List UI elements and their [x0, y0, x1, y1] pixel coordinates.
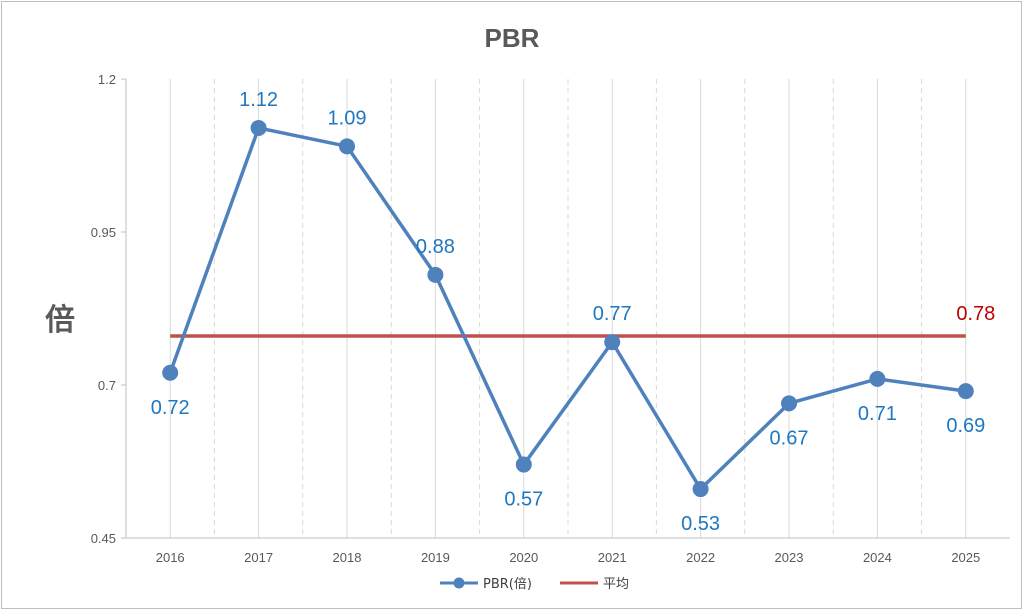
legend: PBR(倍) 平均 — [440, 577, 629, 592]
data-label: 0.69 — [946, 415, 985, 437]
y-tick-label: 1.2 — [98, 72, 116, 87]
x-tick-label: 2017 — [244, 550, 273, 565]
data-label: 0.71 — [858, 403, 897, 425]
legend-pbr-marker-icon — [453, 577, 465, 589]
data-point — [515, 456, 532, 473]
x-tick-label: 2018 — [333, 550, 362, 565]
data-point — [869, 370, 886, 387]
data-point — [339, 138, 355, 155]
gridlines — [169, 79, 967, 538]
average-label: 0.78 — [956, 303, 995, 325]
axes — [125, 79, 1010, 539]
x-tick-label: 2024 — [863, 550, 892, 565]
data-point — [781, 395, 797, 412]
data-point — [250, 119, 267, 136]
data-label: 0.57 — [504, 489, 543, 511]
x-tick-label: 2021 — [598, 550, 627, 565]
y-axis-label: 倍 — [45, 303, 75, 338]
x-tick-label: 2025 — [951, 550, 980, 565]
chart-title: PBR — [485, 23, 540, 53]
x-tick-label: 2023 — [775, 550, 804, 565]
data-point — [162, 364, 179, 381]
legend-pbr-label: PBR(倍) — [483, 577, 532, 592]
legend-average-label: 平均 — [603, 577, 629, 592]
data-point — [427, 266, 444, 283]
data-label: 1.09 — [328, 107, 367, 129]
data-point — [957, 383, 974, 400]
x-tick-label: 2016 — [156, 550, 185, 565]
data-point — [692, 481, 709, 498]
pbr-series — [162, 119, 974, 498]
data-label: 0.77 — [593, 303, 632, 325]
tick-labels: 0.45 0.7 0.95 1.2 2016 2017 2018 2019 2020 2021 20… — [91, 72, 981, 565]
pbr-line — [168, 126, 967, 491]
data-label: 0.88 — [416, 236, 455, 258]
data-label: 0.72 — [151, 397, 190, 419]
y-tick-label: 0.95 — [91, 225, 116, 240]
data-label: 0.53 — [681, 513, 720, 535]
y-tick-label: 0.45 — [91, 531, 116, 546]
y-tick-label: 0.7 — [98, 378, 116, 393]
x-tick-label: 2020 — [509, 550, 538, 565]
data-label: 1.12 — [239, 89, 278, 111]
x-tick-label: 2019 — [421, 550, 450, 565]
data-point — [604, 334, 621, 351]
x-tick-label: 2022 — [686, 550, 715, 565]
data-label: 0.67 — [770, 427, 809, 449]
data-labels: 0.78 0.72 1.12 1.09 0.88 0.57 0.77 0.53 0.67 0.71… — [151, 89, 996, 535]
